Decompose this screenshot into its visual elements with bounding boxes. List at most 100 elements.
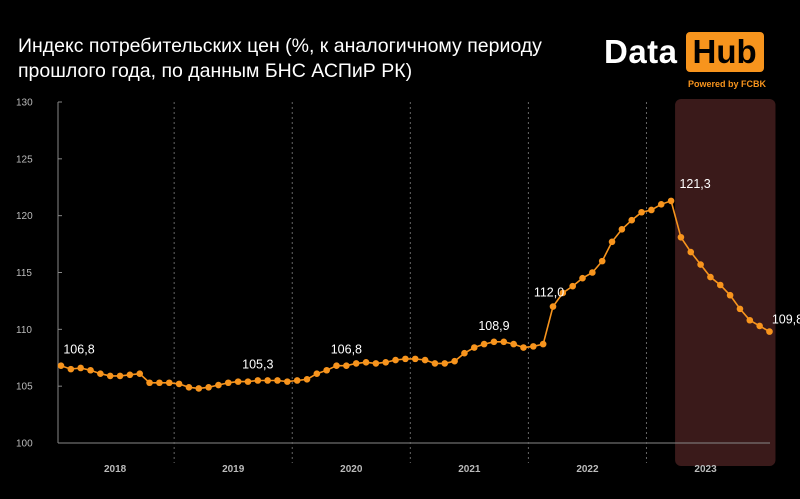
data-point (461, 349, 468, 357)
y-axis-tick-label: 115 (16, 268, 32, 279)
data-point (648, 206, 655, 214)
data-point (352, 360, 360, 367)
data-point (559, 289, 567, 297)
data-point (254, 377, 262, 384)
data-point (126, 371, 134, 379)
data-point (67, 365, 75, 373)
data-point (628, 216, 636, 224)
data-point (87, 366, 94, 374)
x-axis-year-label: 2023 (694, 464, 717, 475)
data-point (579, 274, 586, 282)
x-axis-year-label: 2020 (340, 464, 363, 475)
data-point (224, 379, 232, 387)
data-point (746, 316, 754, 324)
data-point (766, 328, 773, 335)
data-point (165, 379, 173, 387)
x-axis-year-label: 2019 (222, 464, 245, 475)
data-point (205, 384, 212, 391)
data-point (589, 269, 596, 276)
data-point (175, 380, 183, 388)
logo-text-data: Data (604, 33, 678, 70)
data-point (638, 208, 645, 216)
data-point (618, 226, 626, 233)
y-axis-tick-label: 130 (16, 98, 33, 109)
data-point (185, 384, 193, 391)
chart-title: Индекс потребительских цен (%, к аналоги… (18, 35, 542, 82)
data-point (539, 340, 547, 348)
data-point (569, 282, 576, 290)
data-point (362, 358, 370, 366)
data-point (343, 362, 350, 370)
data-point (136, 370, 144, 377)
y-axis-tick-label: 110 (16, 325, 32, 336)
y-axis-tick-label: 120 (16, 211, 33, 222)
data-point (215, 381, 222, 389)
data-point (441, 360, 449, 367)
data-point (284, 378, 291, 385)
data-point (146, 379, 153, 387)
logo-badge-hub: Hub (685, 32, 764, 72)
data-label: 105,3 (242, 357, 273, 371)
data-point (372, 360, 380, 367)
data-point (244, 378, 252, 385)
data-label: 108,9 (478, 319, 509, 333)
data-point (293, 377, 301, 384)
data-label: 121,3 (679, 177, 710, 191)
data-point (392, 356, 399, 364)
x-axis-year-label: 2018 (104, 464, 127, 475)
data-point (264, 377, 271, 384)
data-point (707, 273, 714, 281)
data-point (431, 360, 439, 367)
data-point (608, 238, 616, 246)
data-point (106, 372, 114, 380)
data-point (313, 370, 321, 377)
y-axis-tick-label: 125 (16, 154, 33, 165)
data-point (97, 370, 104, 377)
data-point (382, 358, 390, 366)
data-label: 109,8 (772, 313, 800, 327)
data-label: 112,0 (534, 286, 564, 300)
data-point (520, 344, 527, 351)
data-point (716, 281, 724, 289)
data-label: 106,8 (331, 343, 362, 357)
data-point (490, 338, 498, 346)
data-point (530, 343, 537, 350)
data-point (697, 261, 704, 268)
data-label: 106,8 (63, 343, 94, 357)
data-point (116, 372, 124, 380)
data-point (402, 355, 409, 363)
x-axis-year-label: 2021 (458, 464, 481, 475)
y-axis-tick-label: 105 (16, 382, 33, 393)
data-point (667, 197, 675, 205)
data-point (323, 366, 330, 374)
data-point (677, 233, 685, 241)
data-point (77, 364, 84, 372)
highlight-region (675, 99, 776, 466)
data-point (234, 378, 242, 385)
data-point (57, 362, 65, 370)
data-point (500, 338, 508, 346)
data-point (333, 362, 340, 370)
data-point (156, 379, 163, 387)
data-point (657, 201, 665, 208)
data-point (756, 322, 763, 330)
datahub-logo: Data Hub Powered by FCBK (604, 32, 774, 94)
data-point (470, 344, 478, 351)
data-point (598, 257, 606, 265)
data-point (736, 305, 744, 313)
data-point (549, 303, 557, 310)
data-point (421, 356, 429, 364)
data-point (411, 355, 419, 363)
data-point (480, 340, 488, 348)
data-point (687, 248, 695, 256)
data-point (274, 377, 281, 384)
y-axis-tick-label: 100 (16, 439, 33, 450)
data-point (726, 291, 734, 299)
data-point (195, 385, 203, 392)
x-axis-year-label: 2022 (576, 464, 599, 475)
data-point (451, 357, 458, 365)
data-point (510, 340, 517, 348)
data-point (303, 376, 311, 383)
logo-tagline: Powered by FCBK (688, 79, 767, 89)
